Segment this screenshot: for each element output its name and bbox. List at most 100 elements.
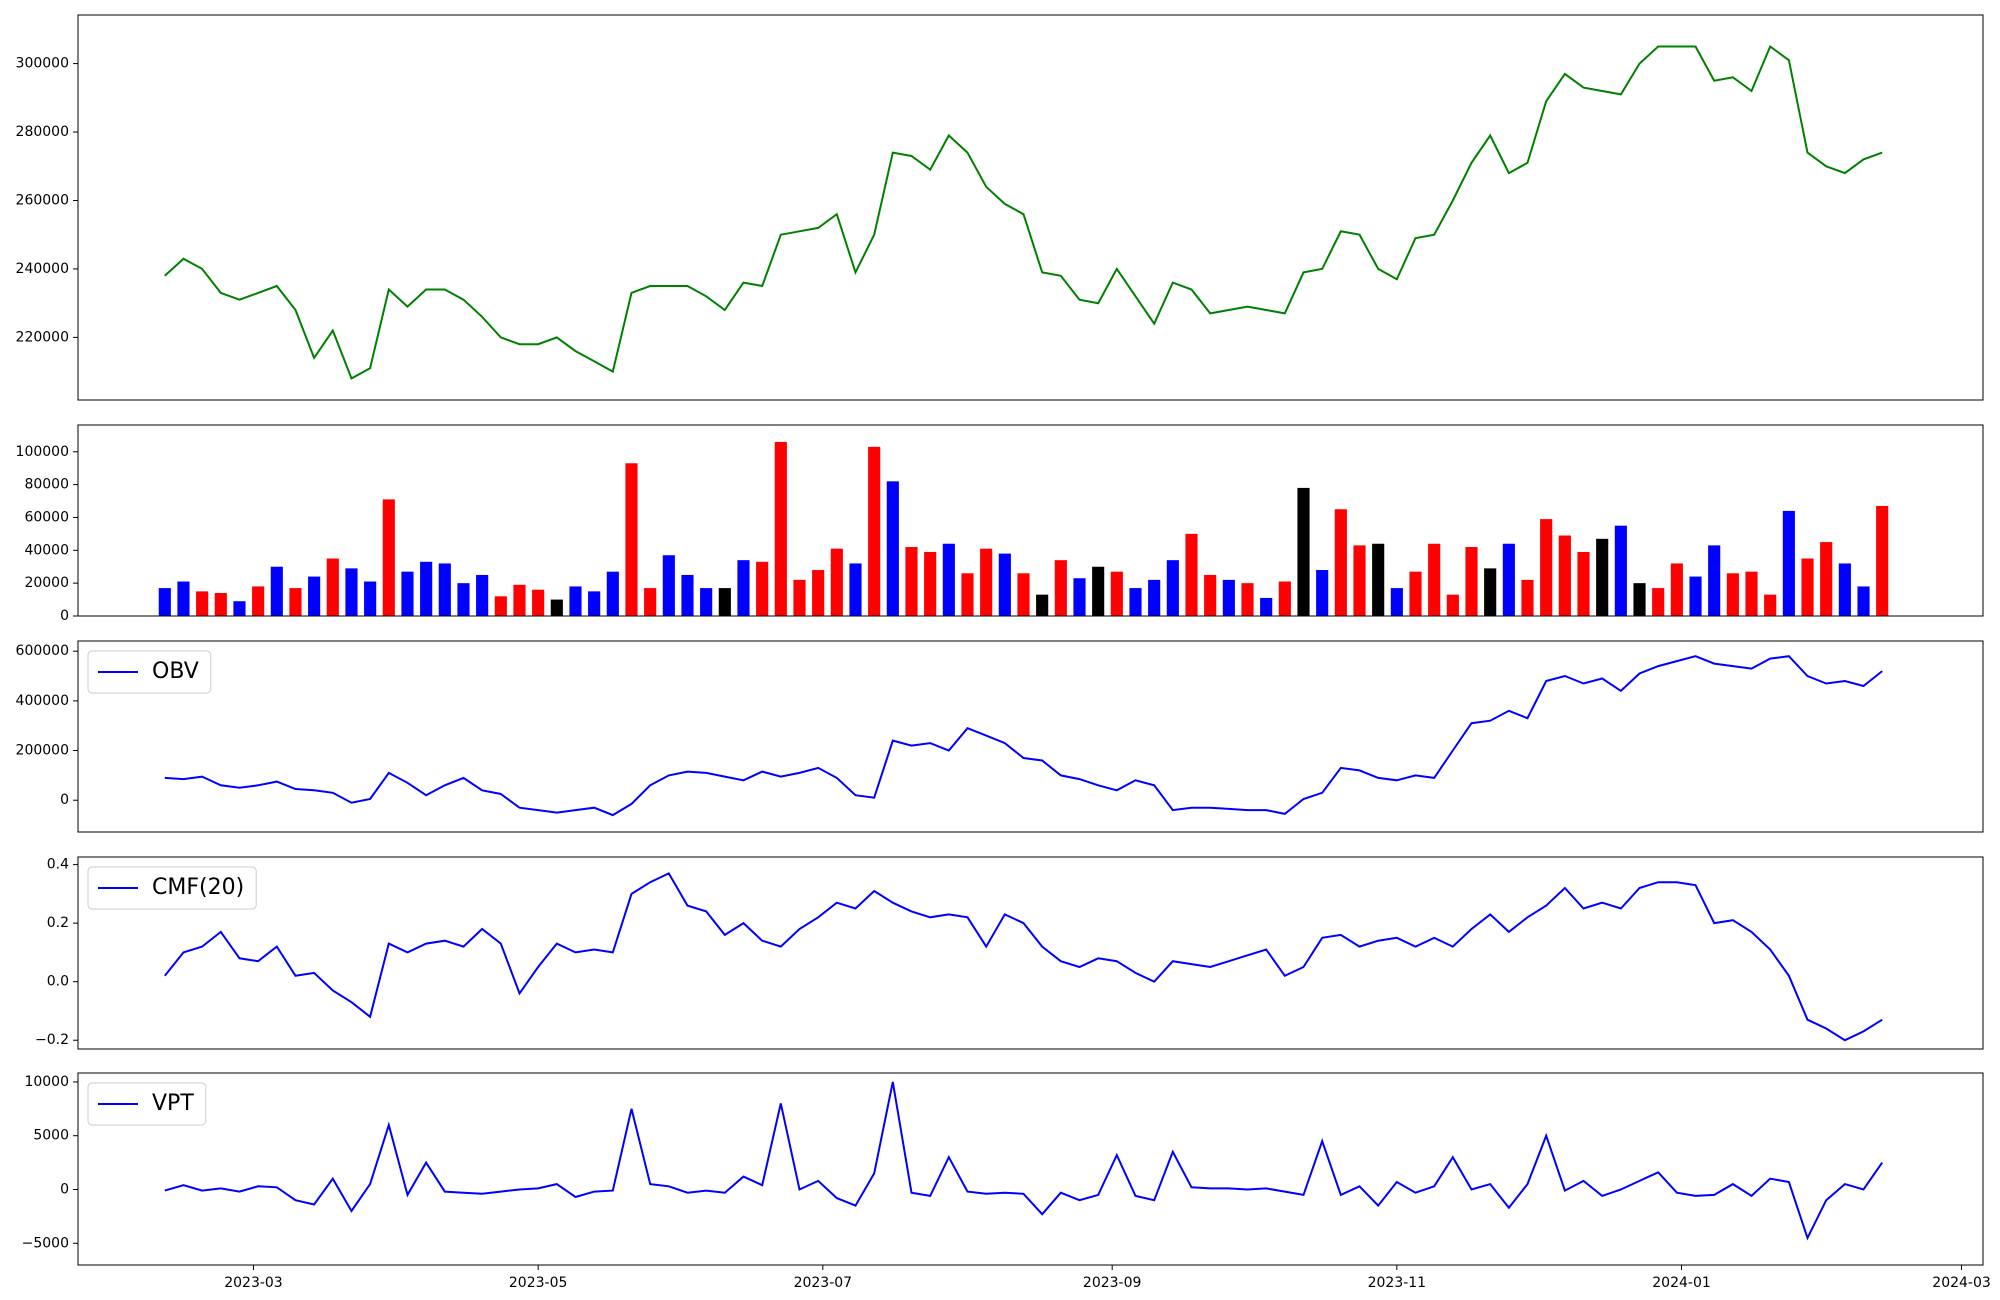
axes-frame xyxy=(77,856,1984,1050)
y-tick-label: 60000 xyxy=(24,509,69,525)
volume-bar xyxy=(438,563,451,616)
y-tick-label: 5000 xyxy=(33,1128,69,1144)
volume-bar xyxy=(625,463,638,616)
y-tick-label: 0.2 xyxy=(47,915,69,931)
volume-bar xyxy=(718,588,731,616)
volume-bar xyxy=(1708,545,1721,616)
volume-bar xyxy=(513,584,526,616)
volume-bar xyxy=(1278,581,1291,616)
volume-bar xyxy=(774,441,787,616)
volume-bar xyxy=(1222,579,1235,616)
volume-bar xyxy=(1838,563,1851,616)
series-line xyxy=(164,1081,1884,1241)
y-tick-label: 300000 xyxy=(16,56,69,72)
legend-label: OBV xyxy=(152,659,199,684)
volume-bar xyxy=(1185,533,1198,616)
y-tick-label: 0.0 xyxy=(47,974,69,990)
x-tick-label: 2024-01 xyxy=(1652,1275,1711,1291)
y-tick-label: 280000 xyxy=(16,124,69,140)
y-tick-label: 100000 xyxy=(16,444,69,460)
volume-bar xyxy=(886,481,899,616)
y-tick-label: 0 xyxy=(60,1181,69,1197)
volume-bar xyxy=(532,589,545,616)
series-line xyxy=(164,44,1883,380)
series-line xyxy=(164,872,1883,1042)
volume-bar xyxy=(401,571,414,616)
volume-bar xyxy=(1820,542,1833,616)
y-tick-label: 0 xyxy=(60,608,69,624)
volume-bar xyxy=(1465,547,1478,616)
volume-bar xyxy=(1745,571,1758,616)
volume-bar xyxy=(868,446,881,616)
volume-bar xyxy=(1689,576,1702,616)
x-tick-label: 2023-07 xyxy=(794,1275,853,1291)
volume-bar xyxy=(737,560,750,616)
volume-bar xyxy=(1334,509,1347,616)
volume-bar xyxy=(1092,566,1105,616)
volume-bar xyxy=(1540,519,1553,616)
volume-bar xyxy=(980,548,993,616)
volume-bar xyxy=(998,553,1011,616)
volume-bar xyxy=(1633,583,1646,616)
y-tick-label: 600000 xyxy=(16,643,69,659)
y-tick-label: 260000 xyxy=(16,192,69,208)
volume-bar xyxy=(233,601,246,616)
volume-bar xyxy=(1782,510,1795,616)
volume-bar xyxy=(214,593,227,616)
volume-bar xyxy=(1390,588,1403,616)
volume-bar xyxy=(550,599,563,616)
volume-bar xyxy=(1801,558,1814,616)
volume-bar xyxy=(1764,594,1777,616)
volume-bar xyxy=(700,588,713,616)
volume-bar xyxy=(1670,563,1683,616)
series-line xyxy=(164,655,1883,817)
volume-bar xyxy=(177,581,190,616)
volume-bar xyxy=(1577,551,1590,616)
y-tick-label: 240000 xyxy=(16,261,69,277)
volume-bar xyxy=(308,576,321,616)
volume-bar xyxy=(644,588,657,616)
legend-label: CMF(20) xyxy=(152,875,244,900)
volume-bar xyxy=(942,543,955,616)
volume-bar xyxy=(569,586,582,616)
volume-bar xyxy=(326,558,339,616)
volume-bar xyxy=(1054,560,1067,616)
y-tick-label: 220000 xyxy=(16,329,69,345)
volume-bar xyxy=(289,588,302,616)
legend-box xyxy=(87,1082,207,1126)
volume-bar xyxy=(924,551,937,616)
volume-bar xyxy=(1166,560,1179,616)
y-tick-label: −5000 xyxy=(22,1235,69,1251)
x-tick-label: 2023-05 xyxy=(509,1275,568,1291)
volume-bar xyxy=(1372,543,1385,616)
y-tick-label: 80000 xyxy=(24,477,69,493)
axes-frame xyxy=(77,14,1984,401)
x-tick-label: 2024-03 xyxy=(1932,1275,1991,1291)
volume-bar xyxy=(1316,570,1329,616)
y-tick-label: 0 xyxy=(60,792,69,808)
y-tick-label: 20000 xyxy=(24,575,69,591)
legend-box xyxy=(87,866,257,910)
volume-bar xyxy=(1110,571,1123,616)
y-tick-label: 200000 xyxy=(16,743,69,759)
y-tick-label: 10000 xyxy=(24,1074,69,1090)
volume-bar xyxy=(905,547,918,616)
volume-bar xyxy=(1502,543,1515,616)
volume-bar xyxy=(1129,588,1142,616)
volume-bar xyxy=(1857,586,1870,616)
volume-bar xyxy=(382,499,395,616)
volume-bar xyxy=(793,579,806,616)
volume-bar xyxy=(1521,579,1534,616)
volume-bar xyxy=(1726,573,1739,616)
volume-bar xyxy=(588,591,601,616)
x-tick-label: 2023-03 xyxy=(224,1275,283,1291)
volume-bar xyxy=(606,571,619,616)
volume-bar xyxy=(662,555,675,616)
volume-bar xyxy=(1017,573,1030,616)
axes-frame xyxy=(77,424,1984,617)
legend-box xyxy=(87,650,212,694)
volume-bar xyxy=(196,591,209,616)
volume-bar xyxy=(158,588,171,616)
y-tick-label: 40000 xyxy=(24,542,69,558)
volume-bar xyxy=(270,566,283,616)
